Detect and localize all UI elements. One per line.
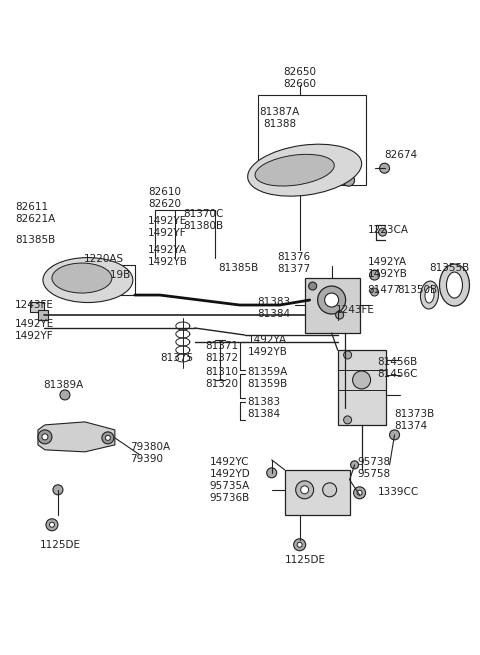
Circle shape xyxy=(350,461,359,469)
Text: 1492YA
1492YB: 1492YA 1492YB xyxy=(148,245,188,267)
Circle shape xyxy=(323,483,336,496)
Ellipse shape xyxy=(420,281,439,309)
Circle shape xyxy=(299,163,317,181)
Circle shape xyxy=(294,539,306,551)
Text: 1339CC: 1339CC xyxy=(378,487,419,496)
Circle shape xyxy=(264,156,279,170)
Circle shape xyxy=(106,436,110,440)
Text: 81355B: 81355B xyxy=(430,263,470,273)
Circle shape xyxy=(371,288,379,296)
Text: 81477: 81477 xyxy=(368,285,401,295)
Circle shape xyxy=(300,486,309,494)
Text: 81373B
81374: 81373B 81374 xyxy=(395,409,435,431)
Text: 81371
81372: 81371 81372 xyxy=(205,341,238,363)
Circle shape xyxy=(357,491,362,495)
Text: 81385B: 81385B xyxy=(218,263,258,273)
Circle shape xyxy=(267,468,276,478)
Circle shape xyxy=(344,351,351,359)
Circle shape xyxy=(52,270,58,274)
Text: 1125DE: 1125DE xyxy=(40,540,81,550)
Circle shape xyxy=(296,481,313,499)
Text: 1492YE
1492YF: 1492YE 1492YF xyxy=(15,319,54,341)
Text: 81359A
81359B: 81359A 81359B xyxy=(248,367,288,388)
Circle shape xyxy=(46,519,58,531)
Text: 82650
82660: 82650 82660 xyxy=(283,67,316,89)
Circle shape xyxy=(49,522,54,527)
Text: 95738
95758: 95738 95758 xyxy=(358,457,391,479)
Text: 1125DE: 1125DE xyxy=(285,555,325,565)
Ellipse shape xyxy=(255,155,334,186)
Text: 1243FE: 1243FE xyxy=(336,305,374,315)
Text: 1492YC
1492YD: 1492YC 1492YD xyxy=(210,457,251,479)
Text: 81350B: 81350B xyxy=(397,285,438,295)
Text: 81389A: 81389A xyxy=(43,380,83,390)
Text: 82674: 82674 xyxy=(384,150,418,160)
Circle shape xyxy=(297,542,302,547)
Circle shape xyxy=(324,293,338,307)
Bar xyxy=(258,95,366,185)
Circle shape xyxy=(390,430,399,440)
Circle shape xyxy=(60,390,70,400)
Circle shape xyxy=(42,434,48,440)
Text: 1223CA: 1223CA xyxy=(368,225,408,235)
Ellipse shape xyxy=(446,272,462,298)
Polygon shape xyxy=(38,422,115,452)
Ellipse shape xyxy=(425,287,434,303)
Text: 95735A
95736B: 95735A 95736B xyxy=(210,481,250,502)
Circle shape xyxy=(318,286,346,314)
Circle shape xyxy=(343,174,355,186)
Circle shape xyxy=(354,487,366,499)
Circle shape xyxy=(38,430,52,444)
Circle shape xyxy=(49,266,61,278)
Circle shape xyxy=(113,282,123,292)
Circle shape xyxy=(370,270,380,280)
Text: 82611
82621A: 82611 82621A xyxy=(15,202,55,224)
Bar xyxy=(285,470,349,515)
Ellipse shape xyxy=(43,257,133,303)
Text: 1492YA
1492YB: 1492YA 1492YB xyxy=(248,335,288,357)
Text: 81370C
81380B: 81370C 81380B xyxy=(183,210,223,231)
Ellipse shape xyxy=(248,144,361,196)
Text: 1220AS: 1220AS xyxy=(84,254,124,264)
Circle shape xyxy=(309,282,317,290)
Circle shape xyxy=(344,416,351,424)
Bar xyxy=(305,278,360,333)
Circle shape xyxy=(53,485,63,495)
Circle shape xyxy=(379,228,386,236)
Text: 81385B: 81385B xyxy=(15,235,55,245)
Text: 81376
81377: 81376 81377 xyxy=(278,252,311,274)
Ellipse shape xyxy=(440,264,469,306)
Text: 79380A
79390: 79380A 79390 xyxy=(130,442,170,464)
Text: 81383
81384: 81383 81384 xyxy=(248,397,281,419)
Circle shape xyxy=(353,371,371,389)
Circle shape xyxy=(91,274,98,282)
Text: 81387A
81388: 81387A 81388 xyxy=(260,107,300,129)
Ellipse shape xyxy=(52,263,112,293)
Text: 1492YA
1492YB: 1492YA 1492YB xyxy=(368,257,408,279)
Circle shape xyxy=(380,163,390,173)
Text: 81375: 81375 xyxy=(160,353,193,363)
Text: 82610
82620: 82610 82620 xyxy=(148,187,181,209)
Circle shape xyxy=(88,271,102,285)
Text: 1243FE: 1243FE xyxy=(15,300,54,310)
Bar xyxy=(38,310,48,320)
Text: 81383
81384: 81383 81384 xyxy=(258,297,291,319)
Bar xyxy=(337,350,385,425)
Text: 81310
81320: 81310 81320 xyxy=(205,367,238,388)
Circle shape xyxy=(303,168,312,177)
Circle shape xyxy=(269,160,275,166)
Text: 82619B: 82619B xyxy=(90,270,130,280)
Text: 1492YE
1492YF: 1492YE 1492YF xyxy=(148,216,187,238)
Circle shape xyxy=(102,432,114,444)
Circle shape xyxy=(336,311,344,319)
Bar xyxy=(30,302,44,312)
Text: 81456B
81456C: 81456B 81456C xyxy=(378,357,418,379)
